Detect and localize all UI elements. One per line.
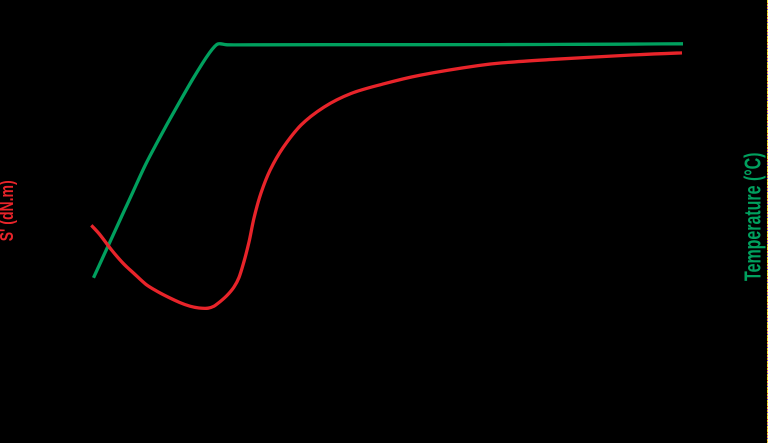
svg-text:S' (dN.m): S' (dN.m)	[0, 180, 17, 241]
svg-text:Temperature (°C): Temperature (°C)	[740, 153, 766, 282]
